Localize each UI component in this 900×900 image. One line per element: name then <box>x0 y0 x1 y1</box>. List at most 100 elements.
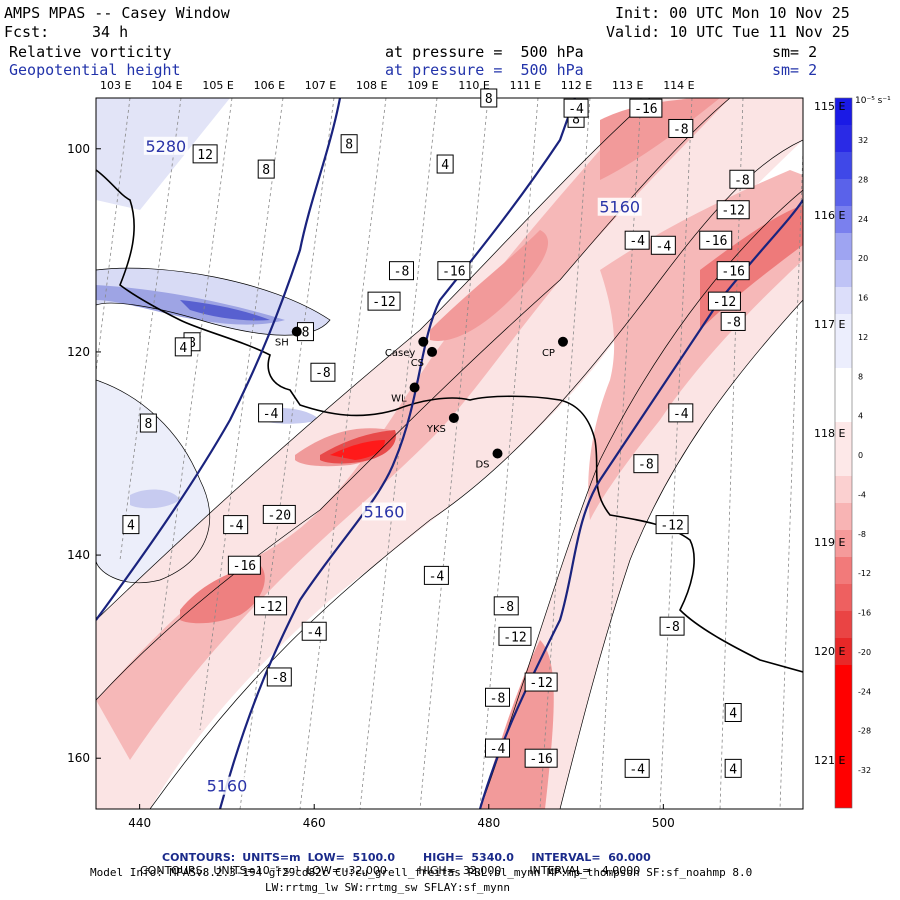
colorbar-swatch <box>835 638 852 665</box>
fcst-label: Fcst: <box>4 23 50 41</box>
colorbar-swatch <box>835 368 852 422</box>
vorticity-label-box <box>480 88 498 108</box>
vorticity-label-box <box>223 515 249 535</box>
vorticity-label-box <box>720 311 746 331</box>
field2-name: Geopotential height <box>9 61 181 79</box>
longitude-label: 106 E <box>254 79 285 92</box>
vorticity-label-box <box>388 261 414 281</box>
longitude-label: 118 E <box>814 427 845 440</box>
vorticity-contour-label: -4 <box>429 569 445 584</box>
station-label: CP <box>542 348 555 359</box>
field2-level: at pressure = 500 hPa <box>385 61 584 79</box>
vorticity-contour-label: -16 <box>634 102 657 117</box>
vorticity-contour-label: -12 <box>713 295 736 310</box>
vorticity-contour-label: -16 <box>442 265 465 280</box>
field1-name: Relative vorticity <box>9 43 172 61</box>
negative-vort-region <box>330 440 385 460</box>
vorticity-contour-label: 4 <box>127 519 135 534</box>
longitude-label: 114 E <box>663 79 694 92</box>
negative-vort-region <box>180 565 265 624</box>
vorticity-contour-label: -8 <box>498 600 514 615</box>
vorticity-label-box <box>707 291 741 311</box>
colorbar-swatch <box>835 422 852 476</box>
vorticity-contour-label: 8 <box>188 336 196 351</box>
vorticity-contour-label: 8 <box>144 417 152 432</box>
colorbar-swatch <box>835 611 852 638</box>
colorbar-tick: -24 <box>858 687 871 696</box>
negative-vort-region <box>480 190 803 809</box>
vorticity-label-box <box>485 687 511 707</box>
vorticity-contour-label: -12 <box>721 204 744 219</box>
vorticity-label-box <box>227 555 261 575</box>
colorbar-tick: 24 <box>858 215 868 224</box>
vorticity-contour-label: -4 <box>306 625 322 640</box>
vorticity-label-box <box>498 626 532 646</box>
y-tick-label: 120 <box>67 345 90 359</box>
vorticity-label-box <box>650 235 676 255</box>
colorbar-tick: 0 <box>858 451 863 460</box>
height-contour-label: 5160 <box>364 502 405 521</box>
longitude-label: 121 E <box>814 754 845 767</box>
vorticity-label-box <box>563 98 589 118</box>
field2-smoothing: sm= 2 <box>772 61 818 79</box>
vorticity-contour-label: -4 <box>673 407 689 422</box>
field1-smoothing: sm= 2 <box>772 43 818 61</box>
vorticity-label-box <box>258 403 284 423</box>
positive-vort-region <box>130 489 180 509</box>
vorticity-contour-label: -20 <box>268 508 291 523</box>
colorbar-swatch <box>835 314 852 368</box>
station-marker <box>291 326 302 337</box>
init-time: Init: 00 UTC Mon 10 Nov 25 <box>615 4 850 22</box>
vorticity-contour-label: -8 <box>394 265 410 280</box>
station-marker <box>409 382 420 393</box>
vorticity-label-box <box>423 565 449 585</box>
vorticity-contour-label: 8 <box>345 138 353 153</box>
footer-line1: CONTOURS: UNITS=m LOW= 5100.0 HIGH= 5340… <box>155 838 651 864</box>
station-label: WL <box>391 393 407 404</box>
vorticity-label-box <box>668 403 694 423</box>
vorticity-contour-label: -12 <box>529 676 552 691</box>
vorticity-label-box <box>699 230 733 250</box>
vorticity-label-box <box>724 703 742 723</box>
vorticity-label-box <box>629 98 663 118</box>
vorticity-label-box <box>716 200 750 220</box>
station-marker <box>427 346 438 357</box>
vorticity-label-box <box>493 596 519 616</box>
vorticity-contour-label: 4 <box>441 158 449 173</box>
colorbar-tick: 32 <box>858 136 868 145</box>
colorbar-units: 10⁻⁵ s⁻¹ <box>855 96 891 106</box>
colorbar-swatch <box>835 206 852 233</box>
footer1-interval: INTERVAL= 60.000 <box>531 851 651 864</box>
vorticity-contour-label: -8 <box>315 366 331 381</box>
colorbar-tick: -12 <box>858 569 871 578</box>
vorticity-label-box <box>122 515 140 535</box>
vorticity-contour-lines <box>96 98 803 809</box>
colorbar-tick-labels: 32 28 24 20 16 12 8 4 0 -4 -8 -12 -16 -20 -24 -28 -32 <box>858 136 871 775</box>
right-longitude-labels: 115 E 116 E 117 E 118 E 119 E 120 E 121 E <box>814 100 845 767</box>
longitude-label: 111 E <box>510 79 541 92</box>
station-label: SH <box>275 338 289 349</box>
footer2-interval: INTERVAL= 4.0000 <box>529 864 641 877</box>
vorticity-contour-label: -12 <box>259 600 282 615</box>
x-tick-label: 440 <box>128 816 151 830</box>
colorbar-swatch <box>835 125 852 152</box>
vorticity-contour-label: -8 <box>271 671 287 686</box>
longitude-label: 113 E <box>612 79 643 92</box>
colorbar-swatch <box>835 233 852 260</box>
vorticity-contour-label: -16 <box>529 752 552 767</box>
colorbar-swatch <box>835 179 852 206</box>
vorticity-label-box <box>659 616 685 636</box>
vorticity-label-box <box>340 134 358 154</box>
vorticity-contour-label: -8 <box>664 620 680 635</box>
colorbar-tick: -32 <box>858 766 871 775</box>
colorbar-swatch <box>835 476 852 503</box>
x-tick-label: 460 <box>303 816 326 830</box>
longitude-label: 109 E <box>407 79 438 92</box>
fcst-value: 34 h <box>92 23 129 41</box>
latlon-grid <box>96 98 803 809</box>
vorticity-label-box <box>301 621 327 641</box>
height-label-bg <box>362 502 407 521</box>
longitude-label: 103 E <box>100 79 131 92</box>
colorbar-swatch <box>835 152 852 179</box>
